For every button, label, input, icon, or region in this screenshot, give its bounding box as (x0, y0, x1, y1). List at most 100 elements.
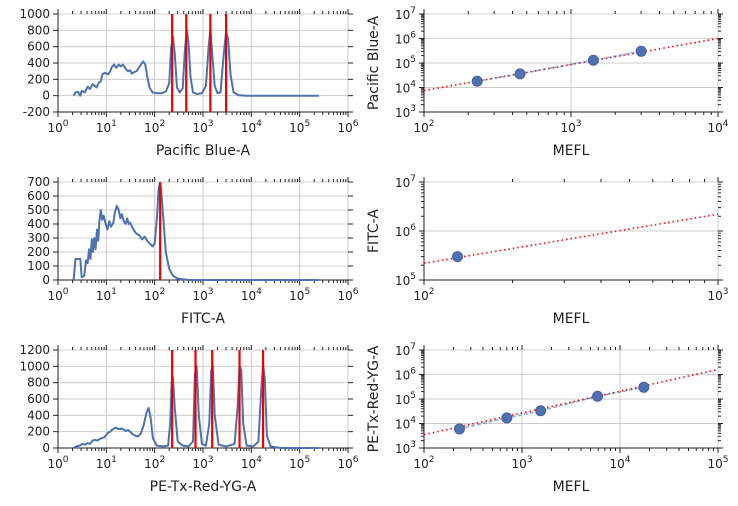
data-point (453, 423, 465, 435)
y-tick-label: 107 (395, 342, 416, 358)
x-tick-label: 104 (241, 287, 262, 303)
x-axis-label: MEFL (553, 143, 590, 159)
x-tick-label: 104 (241, 455, 262, 471)
y-tick-label: 500 (27, 203, 50, 217)
histogram-line (72, 27, 319, 97)
x-tick-label: 103 (192, 119, 213, 135)
plot-area (424, 213, 718, 265)
y-tick-label: 700 (27, 175, 50, 189)
calibration-line (459, 386, 644, 430)
x-tick-label: 101 (96, 455, 117, 471)
fit-line (424, 213, 718, 265)
calibration-line (477, 50, 642, 82)
y-tick-label: 600 (27, 392, 50, 406)
y-tick-label: 400 (27, 408, 50, 422)
x-axis-label: Pacific Blue-A (156, 143, 251, 159)
data-point (635, 45, 647, 57)
x-tick-label: 101 (96, 119, 117, 135)
y-tick-label: 105 (395, 391, 416, 407)
x-tick-label: 100 (47, 119, 68, 135)
y-tick-label: 200 (27, 245, 50, 259)
x-tick-label: 102 (144, 455, 165, 471)
x-tick-label: 106 (337, 287, 358, 303)
x-tick-label: 103 (560, 119, 581, 135)
y-tick-label: 106 (395, 31, 416, 47)
x-tick-label: 105 (289, 119, 310, 135)
x-tick-label: 105 (289, 455, 310, 471)
y-tick-label: 0 (42, 273, 50, 287)
fit-line (424, 368, 718, 436)
x-tick-label: 102 (144, 119, 165, 135)
y-tick-label: 107 (395, 174, 416, 190)
y-tick-label: 800 (27, 376, 50, 390)
y-tick-label: 400 (27, 217, 50, 231)
data-point (514, 68, 526, 80)
y-tick-label: 105 (395, 272, 416, 288)
y-tick-label: 400 (27, 56, 50, 70)
y-tick-label: 200 (27, 72, 50, 86)
y-tick-label: 104 (395, 80, 416, 96)
x-tick-label: 106 (337, 455, 358, 471)
x-tick-label: 104 (241, 119, 262, 135)
plot-area (424, 37, 718, 92)
x-tick-label: 106 (337, 119, 358, 135)
y-tick-label: 106 (395, 367, 416, 383)
y-axis-label: PE-Tx-Red-YG-A (366, 345, 382, 452)
data-point (592, 390, 604, 402)
y-tick-label: 103 (395, 440, 416, 456)
y-tick-label: 1000 (19, 359, 50, 373)
x-tick-label: 104 (707, 119, 728, 135)
hist-pacific: 100 101 102 103 104 105 106 -200 0 200 400 600 800 10… (19, 7, 358, 159)
x-tick-label: 103 (192, 455, 213, 471)
y-tick-label: 800 (27, 23, 50, 37)
plot-area (72, 14, 319, 112)
x-tick-label: 105 (707, 455, 728, 471)
x-tick-label: 103 (192, 287, 213, 303)
plot-area (73, 350, 319, 449)
hist-fitc: 100 101 102 103 104 105 1060100200300400500600… (27, 175, 359, 327)
x-tick-label: 101 (96, 287, 117, 303)
data-point (535, 405, 547, 417)
x-tick-label: 105 (289, 287, 310, 303)
hist-pe: 100 101 102 103 104 105 106 0 200 400 600 800 1000 12… (19, 343, 358, 495)
data-point (638, 381, 650, 393)
y-tick-label: 600 (27, 40, 50, 54)
y-tick-label: -200 (23, 105, 50, 119)
x-tick-label: 103 (707, 287, 728, 303)
y-axis-label: Pacific Blue-A (366, 15, 382, 110)
x-tick-label: 103 (511, 455, 532, 471)
data-point (587, 54, 599, 66)
y-tick-label: 103 (395, 104, 416, 120)
histogram-line (73, 363, 319, 449)
y-tick-label: 105 (395, 55, 416, 71)
y-tick-label: 1200 (19, 343, 50, 357)
x-axis-label: MEFL (553, 479, 590, 495)
x-tick-label: 102 (413, 119, 434, 135)
x-axis-label: MEFL (553, 311, 590, 327)
y-tick-label: 106 (395, 223, 416, 239)
y-tick-label: 300 (27, 231, 50, 245)
x-axis-label: FITC-A (181, 311, 225, 327)
data-point (451, 251, 463, 263)
x-tick-label: 102 (413, 287, 434, 303)
y-tick-label: 1000 (19, 7, 50, 21)
histogram-line (72, 182, 319, 281)
x-tick-label: 100 (47, 455, 68, 471)
y-axis-label: FITC-A (366, 209, 382, 253)
y-tick-label: 0 (42, 89, 50, 103)
x-tick-label: 100 (47, 287, 68, 303)
x-axis-label: PE-Tx-Red-YG-A (150, 479, 257, 495)
y-tick-label: 107 (395, 6, 416, 22)
y-tick-label: 200 (27, 425, 50, 439)
x-tick-label: 102 (413, 455, 434, 471)
data-point (501, 412, 513, 424)
y-tick-label: 600 (27, 189, 50, 203)
y-tick-label: 100 (27, 259, 50, 273)
y-tick-label: 0 (42, 441, 50, 455)
plot-area (424, 368, 718, 436)
x-tick-label: 104 (609, 455, 630, 471)
plot-area (72, 182, 319, 281)
data-point (471, 75, 483, 87)
